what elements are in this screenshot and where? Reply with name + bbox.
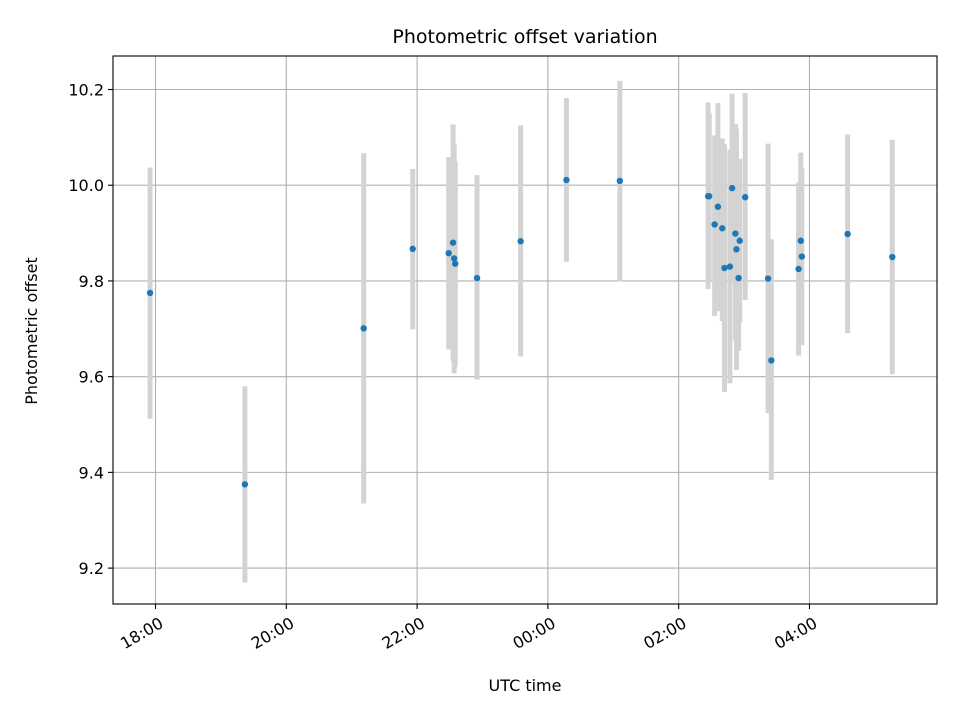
- y-tick-label: 9.4: [79, 463, 104, 482]
- data-point: [711, 221, 718, 228]
- data-point: [473, 274, 481, 282]
- y-tick-label: 9.2: [79, 559, 104, 578]
- data-point: [360, 325, 367, 332]
- y-tick-label: 10.2: [68, 81, 104, 100]
- data-point: [721, 264, 728, 272]
- data-point: [409, 245, 416, 253]
- data-point: [445, 249, 452, 257]
- data-point: [735, 274, 742, 282]
- data-point: [736, 237, 743, 244]
- data-point: [616, 177, 624, 185]
- y-tick-label: 9.8: [79, 272, 104, 291]
- data-point: [146, 289, 154, 297]
- data-point: [563, 176, 570, 184]
- y-tick-label: 9.6: [79, 368, 104, 387]
- data-point: [768, 357, 775, 364]
- data-point: [733, 246, 740, 253]
- data-point: [449, 239, 457, 246]
- data-point: [798, 253, 806, 260]
- data-point: [719, 225, 726, 232]
- data-point: [517, 238, 524, 245]
- data-point: [450, 255, 458, 262]
- data-point: [728, 184, 736, 192]
- y-axis: 9.2 9.4 9.6 9.8 10.0 10.2: [68, 81, 113, 578]
- chart-title: Photometric offset variation: [392, 26, 657, 48]
- plot-frame: [112, 55, 938, 605]
- data-point: [706, 193, 713, 200]
- data-point: [714, 203, 722, 210]
- data-point: [889, 253, 896, 261]
- data-points: [146, 176, 896, 488]
- data-point: [726, 263, 734, 270]
- data-point: [844, 230, 851, 238]
- data-point: [741, 193, 749, 201]
- y-tick-label: 10.0: [68, 176, 104, 195]
- data-point: [241, 481, 249, 488]
- data-point: [797, 237, 804, 244]
- x-axis-label: UTC time: [489, 676, 562, 695]
- data-point: [452, 260, 459, 267]
- data-point: [732, 230, 739, 237]
- data-point: [795, 265, 802, 273]
- y-axis-label: Photometric offset: [22, 257, 41, 405]
- data-point: [764, 275, 772, 282]
